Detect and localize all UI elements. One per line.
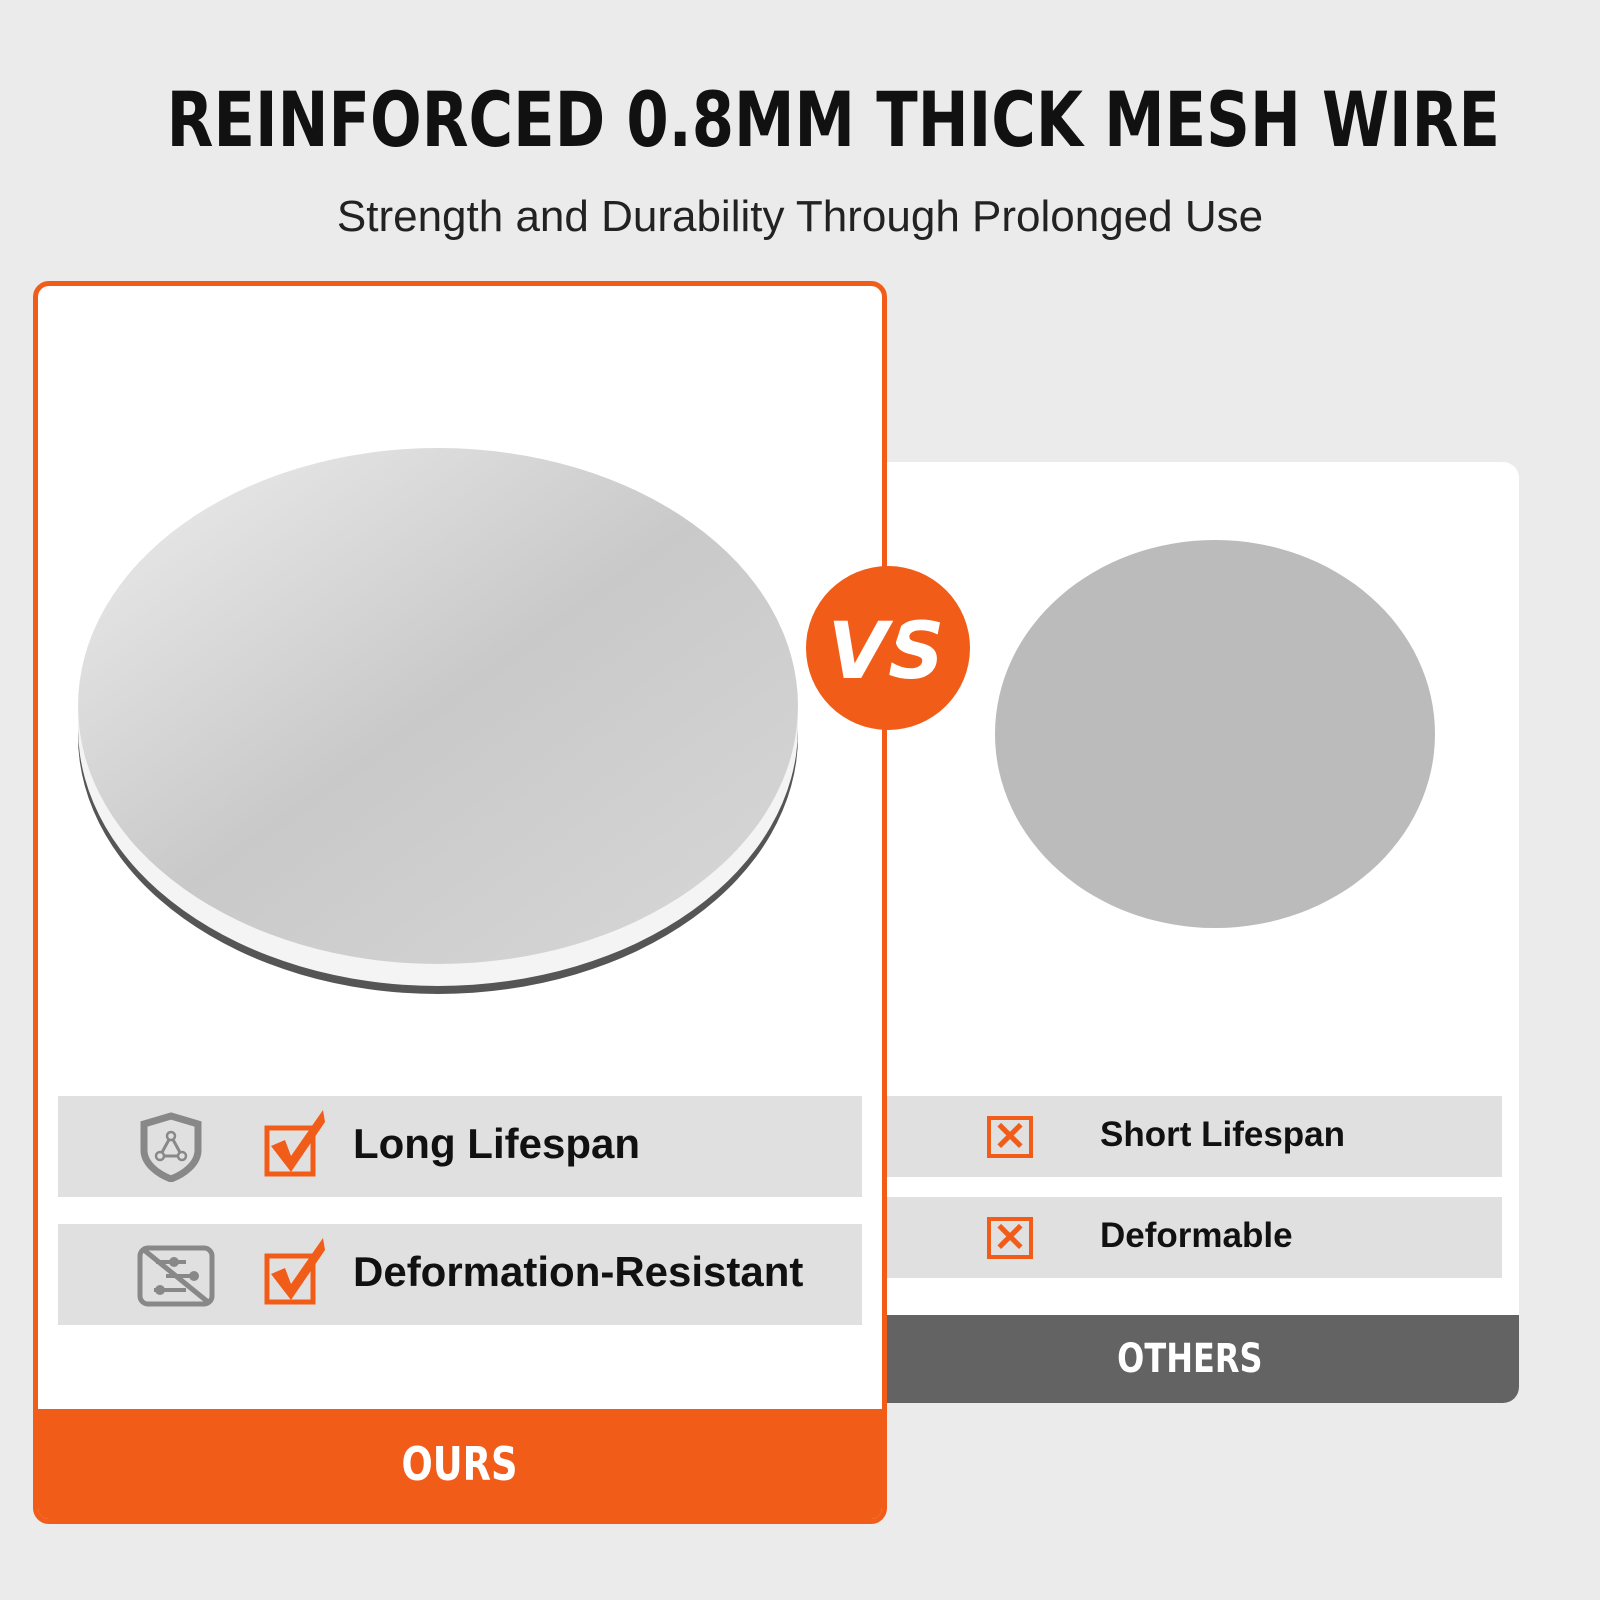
ours-label: OURS (401, 1437, 518, 1491)
feature-label: Deformable (1100, 1216, 1293, 1255)
others-feature-row: ✕ Short Lifespan (887, 1096, 1502, 1177)
page-title-container: REINFORCED 0.8MM THICK MESH WIRE (0, 72, 1600, 172)
vs-badge: VS (806, 566, 970, 730)
page-subtitle: Strength and Durability Through Prolonge… (336, 192, 1264, 241)
x-box-icon: ✕ (987, 1116, 1033, 1158)
checkbox-checked-icon (264, 1238, 325, 1305)
feature-label: Deformation-Resistant (353, 1248, 804, 1295)
ours-footer: OURS (38, 1409, 882, 1519)
feature-label: Short Lifespan (1100, 1115, 1346, 1154)
ours-disc-image (78, 448, 798, 994)
others-feature-row: ✕ Deformable (887, 1197, 1502, 1278)
checkbox-checked-icon (264, 1110, 325, 1177)
feature-label: Long Lifespan (353, 1120, 640, 1167)
page-title: REINFORCED 0.8MM THICK MESH WIRE (166, 75, 1501, 164)
deformation-resistant-icon (137, 1245, 215, 1307)
others-footer: OTHERS (860, 1315, 1519, 1403)
x-box-icon: ✕ (987, 1217, 1033, 1259)
ours-card: Long Lifespan Deformation-Resistant OURS (33, 281, 887, 1524)
others-card: ✕ Short Lifespan ✕ Deformable OTHERS (860, 462, 1519, 1403)
ours-feature-row: Deformation-Resistant (58, 1224, 862, 1325)
shield-icon (140, 1112, 202, 1182)
others-disc-image (995, 540, 1435, 928)
vs-text: VS (828, 607, 945, 697)
ours-feature-row: Long Lifespan (58, 1096, 862, 1197)
others-label: OTHERS (1116, 1336, 1263, 1382)
